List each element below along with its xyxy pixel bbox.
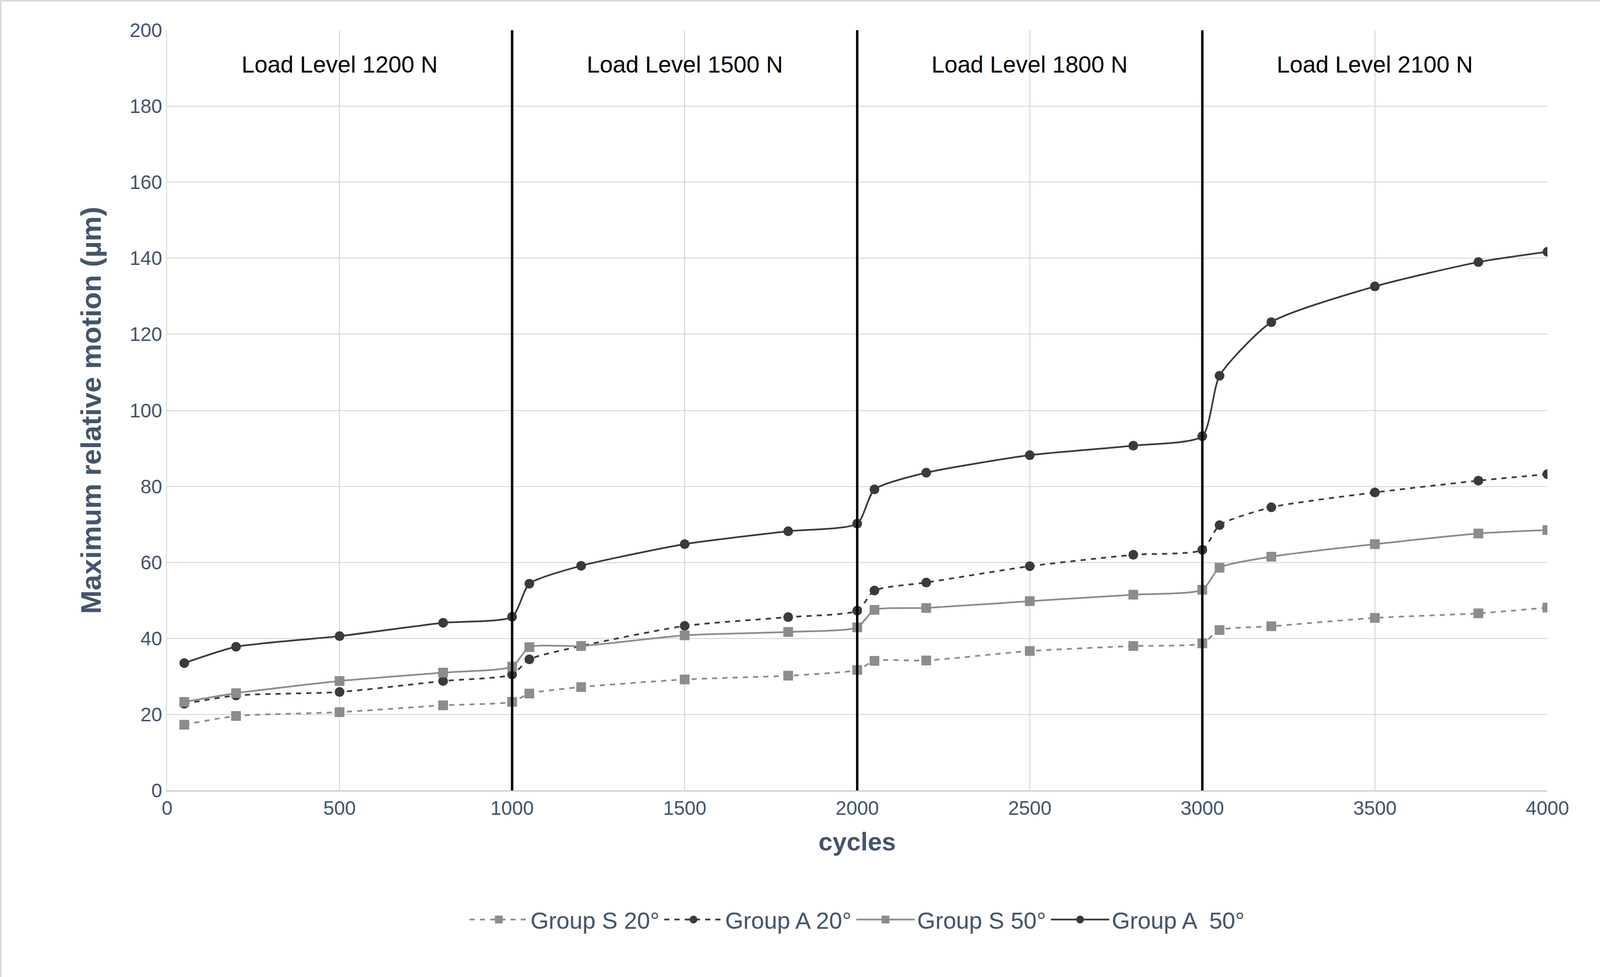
svg-text:Maximum relative motion (µm): Maximum relative motion (µm): [74, 206, 107, 614]
svg-text:Group S 20°: Group S 20°: [530, 907, 660, 934]
svg-text:2000: 2000: [835, 797, 879, 819]
svg-text:80: 80: [140, 475, 163, 498]
svg-text:20: 20: [140, 703, 163, 726]
svg-text:Load Level 1200 N: Load Level 1200 N: [241, 51, 438, 78]
svg-text:100: 100: [129, 399, 163, 422]
svg-text:2500: 2500: [1007, 797, 1052, 819]
svg-text:Load Level 1800 N: Load Level 1800 N: [931, 51, 1128, 78]
svg-text:Group A 50°: Group A 50°: [1111, 907, 1245, 934]
svg-text:500: 500: [323, 797, 356, 819]
svg-text:40: 40: [140, 627, 163, 650]
svg-text:3500: 3500: [1353, 797, 1397, 819]
svg-text:0: 0: [151, 779, 163, 801]
svg-text:Group A 20°: Group A 20°: [725, 907, 852, 934]
svg-text:4000: 4000: [1525, 797, 1570, 819]
svg-text:140: 140: [129, 247, 163, 269]
svg-text:120: 120: [129, 323, 163, 345]
svg-text:0: 0: [161, 797, 173, 819]
svg-text:200: 200: [129, 19, 163, 41]
svg-text:180: 180: [129, 95, 163, 117]
svg-text:3000: 3000: [1180, 797, 1225, 819]
svg-text:1000: 1000: [490, 797, 534, 819]
svg-text:60: 60: [140, 551, 163, 574]
svg-text:cycles: cycles: [818, 827, 896, 856]
svg-text:1500: 1500: [663, 797, 707, 819]
svg-text:Group S 50°: Group S 50°: [917, 907, 1047, 934]
svg-text:Load Level 1500 N: Load Level 1500 N: [586, 51, 783, 78]
svg-text:160: 160: [129, 171, 163, 193]
svg-text:Load Level 2100 N: Load Level 2100 N: [1276, 51, 1473, 78]
